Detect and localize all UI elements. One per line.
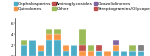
Bar [46,29,52,34]
Bar [29,40,36,56]
Bar [113,40,119,45]
Bar [79,45,86,51]
Bar [113,51,119,56]
Bar [88,51,94,56]
Bar [96,45,102,51]
Bar [138,45,144,51]
Bar [21,40,27,45]
Bar [121,51,127,56]
Bar [38,45,44,51]
Bar [79,51,86,56]
Bar [46,34,52,40]
Bar [63,51,69,56]
Bar [113,45,119,51]
Bar [129,45,136,51]
Legend: Cephalosporins, Quinolones, Aminoglycosides, Other, Oxazolidinones, Streptogrami: Cephalosporins, Quinolones, Aminoglycosi… [14,2,150,11]
Bar [138,51,144,56]
Bar [54,34,61,40]
Bar [63,45,69,51]
Bar [71,45,77,56]
Bar [38,51,44,56]
Bar [88,45,94,51]
Bar [54,29,61,34]
Bar [46,40,52,56]
Bar [104,51,111,56]
Bar [54,40,61,56]
Bar [129,51,136,56]
Bar [79,29,86,45]
Bar [96,51,102,56]
Bar [21,45,27,56]
